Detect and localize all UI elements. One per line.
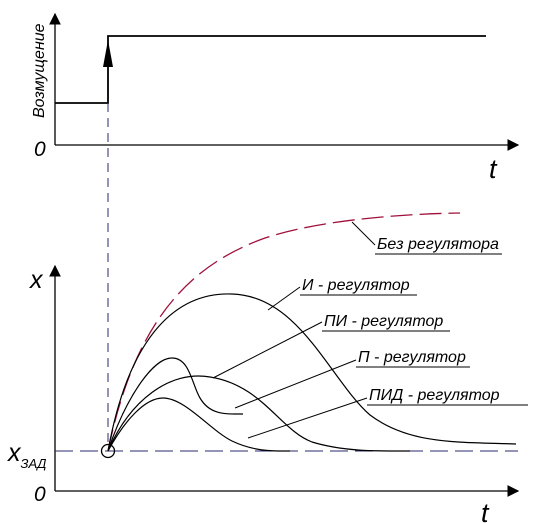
top-origin-label: 0: [34, 138, 46, 161]
top-x-axis-label: t: [489, 154, 498, 184]
bottom-y-axis-label: x: [29, 266, 44, 294]
leader-p-regulator: [234, 359, 357, 409]
label-no-regulator: Без регулятора: [377, 236, 499, 253]
start-point: [100, 443, 116, 459]
bottom-x-axis-label: t: [481, 498, 490, 523]
leader-i-regulator: [267, 286, 301, 311]
leader-no-regulator: [351, 221, 376, 246]
curve-p-regulator: [107, 357, 244, 452]
setpoint-label-subscript: ЗАД: [21, 456, 47, 471]
step-arrow-icon: [103, 40, 113, 67]
bottom-origin-label: 0: [34, 483, 46, 506]
top-plot: Возмущение 0 t: [31, 12, 520, 184]
label-pid-regulator: ПИД - регулятор: [369, 387, 500, 404]
leader-pid-regulator: [247, 397, 368, 439]
leader-pi-regulator: [212, 321, 323, 379]
label-pi-regulator: ПИ - регулятор: [324, 313, 443, 330]
disturbance-step: [55, 35, 486, 104]
setpoint-label: xЗАД: [7, 439, 46, 471]
label-i-regulator: И - регулятор: [302, 277, 410, 294]
setpoint-label-main: x: [7, 439, 22, 467]
bottom-plot: x 0 t xЗАД Без регулятора И - регулятор …: [7, 212, 528, 523]
curve-pid-regulator: [107, 397, 291, 452]
curve-i-regulator: [107, 293, 517, 452]
top-y-axis-label: Возмущение: [31, 23, 48, 118]
label-p-regulator: П - регулятор: [358, 349, 466, 366]
curve-pi-regulator: [107, 375, 411, 452]
